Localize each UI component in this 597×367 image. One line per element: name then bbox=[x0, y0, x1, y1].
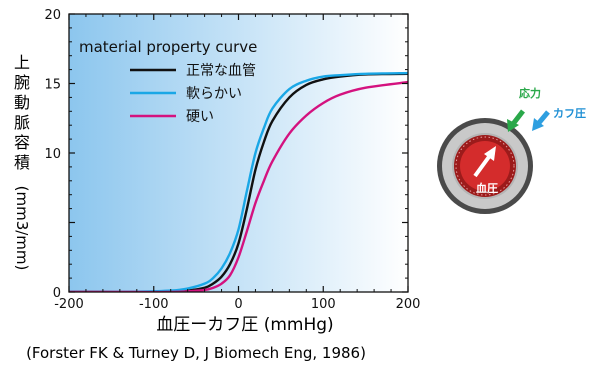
stress-label: 応力 bbox=[519, 86, 541, 100]
source-note: (Forster FK & Turney D, J Biomech Eng, 1… bbox=[26, 344, 366, 362]
y-axis-label-char: 上 bbox=[14, 53, 30, 72]
blood-pressure-label: 血圧 bbox=[476, 181, 498, 195]
legend-label: 正常な血管 bbox=[186, 63, 256, 79]
x-tick-label: -200 bbox=[54, 297, 84, 312]
cuff-pressure-arrow-icon bbox=[532, 110, 550, 131]
y-axis-label-char: 腕 bbox=[14, 73, 30, 92]
y-axis-label-char: 積 bbox=[14, 153, 30, 172]
vessel-lumen bbox=[460, 141, 510, 191]
y-tick-label: 0 bbox=[53, 286, 61, 301]
x-axis-label: 血圧ーカフ圧 (mmHg) bbox=[156, 315, 333, 335]
x-tick-label: 200 bbox=[396, 297, 421, 312]
pressure-arrow-icon bbox=[473, 146, 496, 178]
ticks-layer: -200 -100 0 100 200 0 10 15 20 bbox=[44, 8, 420, 312]
legend-label: 軟らかい bbox=[186, 86, 242, 102]
y-tick-label: 15 bbox=[44, 78, 61, 93]
y-axis-label: 上 腕 動 脈 容 積 (mm3/mm) bbox=[13, 53, 31, 270]
y-axis-label-char: 容 bbox=[14, 133, 30, 152]
vessel-diagram: 血圧 応力 カフ圧 bbox=[437, 86, 586, 214]
series-line-2 bbox=[69, 71, 408, 292]
chart: -200 -100 0 100 200 0 10 15 20 material property… bbox=[13, 8, 420, 362]
y-axis-label-unit: (mm3/mm) bbox=[13, 186, 31, 271]
stress-arrow-icon bbox=[507, 109, 525, 132]
y-axis-label-char: 脈 bbox=[14, 113, 30, 132]
y-tick-label: 10 bbox=[44, 147, 61, 162]
x-tick-label: 0 bbox=[234, 297, 242, 312]
x-tick-label: 100 bbox=[311, 297, 336, 312]
legend-title: material property curve bbox=[79, 38, 257, 56]
x-tick-label: -100 bbox=[139, 297, 169, 312]
cuff-pressure-label: カフ圧 bbox=[553, 107, 586, 120]
vessel-wall-dots bbox=[455, 136, 515, 196]
y-axis-label-char: 動 bbox=[14, 93, 30, 112]
y-tick-label: 20 bbox=[44, 8, 61, 23]
legend-label: 硬い bbox=[186, 109, 214, 125]
